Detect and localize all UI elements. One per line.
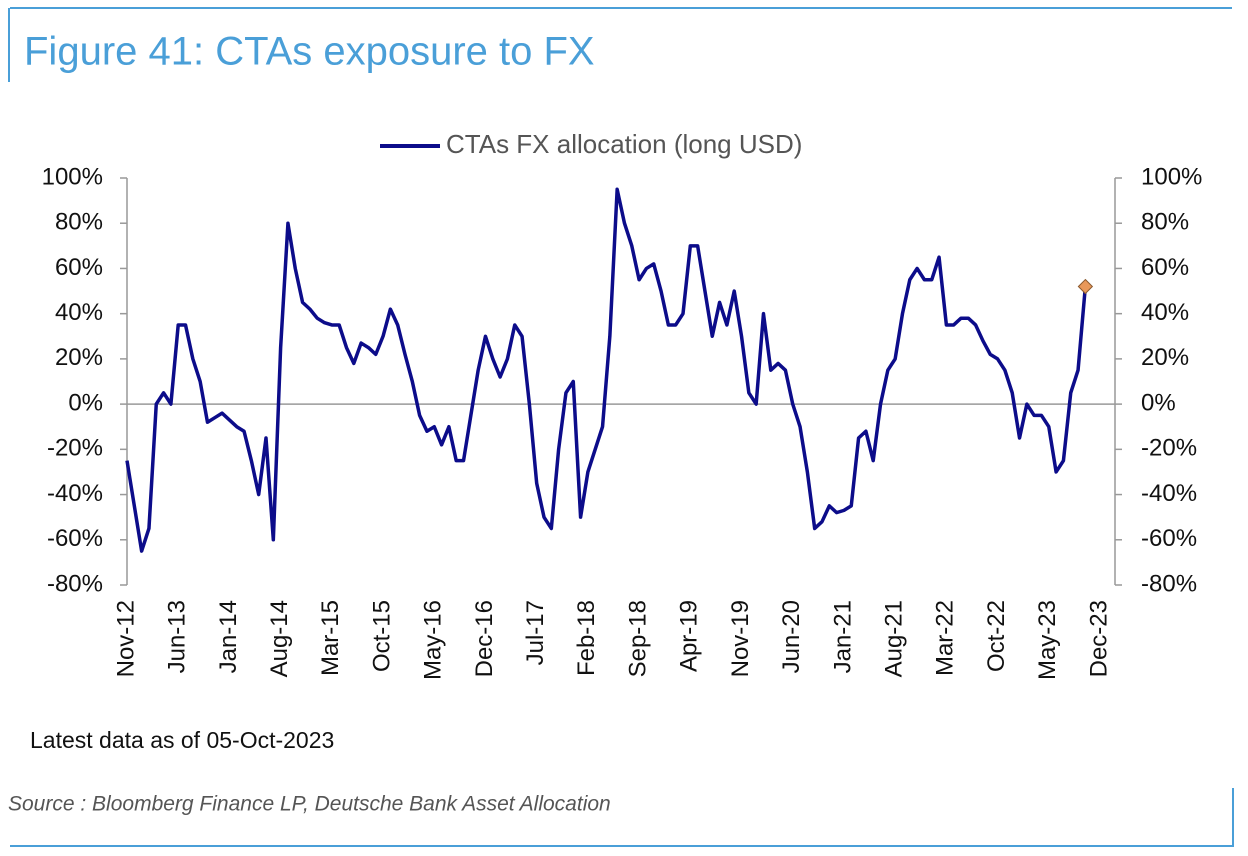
x-tick-label: Dec-16 [471,600,498,677]
legend-label: CTAs FX allocation (long USD) [446,129,802,159]
x-tick-label: Oct-22 [983,600,1010,672]
x-tick-label: Nov-19 [727,600,754,677]
x-tick-label: Sep-18 [624,600,651,677]
x-tick-label: Jan-21 [829,600,856,673]
x-tick-label: Nov-12 [112,600,139,677]
x-tick-label: Aug-14 [266,600,293,677]
y-tick-label: 40% [55,299,103,326]
x-tick-label: Jan-14 [215,600,242,673]
source: Source : Bloomberg Finance LP, Deutsche … [8,793,611,816]
y2-tick-label: 0% [1141,389,1176,416]
y-tick-label: 20% [55,344,103,371]
chart-title: Figure 41: CTAs exposure to FX [24,30,595,74]
y2-tick-label: 20% [1141,344,1189,371]
y-tick-label: 0% [68,389,103,416]
y-tick-label: -80% [47,570,103,597]
note: Latest data as of 05-Oct-2023 [30,727,334,753]
y-tick-label: -60% [47,525,103,552]
x-tick-label: Apr-19 [676,600,703,672]
x-tick-label: Jun-20 [778,600,805,673]
latest-marker [1077,278,1094,295]
x-tick-label: Mar-22 [932,600,959,676]
y-tick-label: 80% [55,209,103,236]
y-tick-label: -20% [47,435,103,462]
x-tick-label: Oct-15 [368,600,395,672]
x-tick-label: Feb-18 [573,600,600,676]
x-tick-label: Mar-15 [317,600,344,676]
y-tick-label: -40% [47,480,103,507]
y2-tick-label: 80% [1141,209,1189,236]
x-tick-label: May-23 [1034,600,1061,680]
x-tick-label: Jul-17 [522,600,549,665]
x-tick-label: Aug-21 [881,600,908,677]
y2-tick-label: 100% [1141,163,1202,190]
y2-tick-label: -60% [1141,525,1197,552]
series-line [125,187,1088,553]
x-tick-label: Dec-23 [1085,600,1112,677]
x-tick-label: Jun-13 [164,600,191,673]
y-tick-label: 60% [55,254,103,281]
y2-tick-label: 60% [1141,254,1189,281]
y2-tick-label: -40% [1141,480,1197,507]
y2-tick-label: -20% [1141,435,1197,462]
y2-tick-label: -80% [1141,570,1197,597]
y-tick-label: 100% [42,163,103,190]
x-tick-label: May-16 [420,600,447,680]
y2-tick-label: 40% [1141,299,1189,326]
